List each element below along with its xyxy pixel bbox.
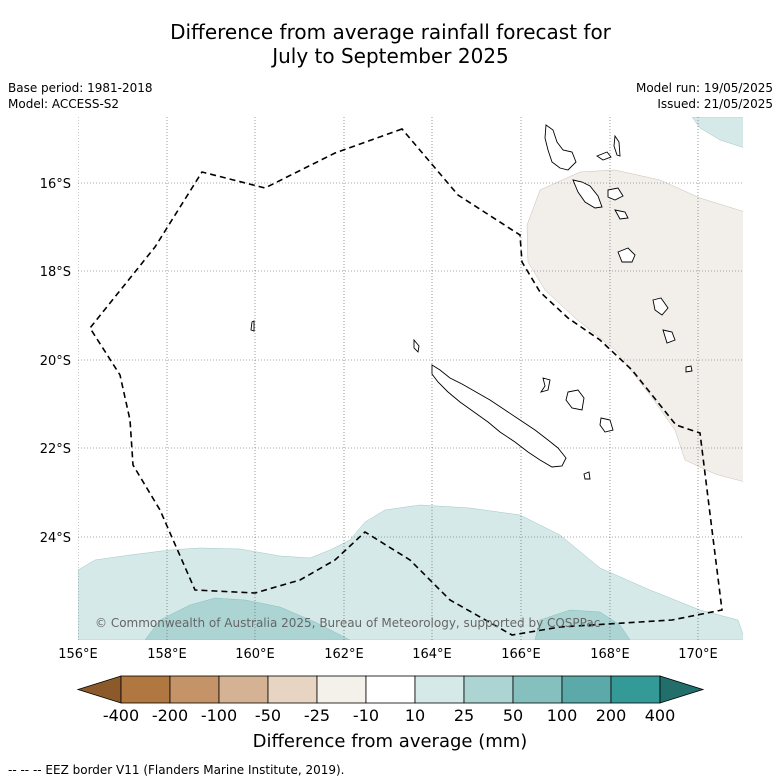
- espiritu-santo-island: [544, 124, 577, 171]
- gridlines: [78, 117, 743, 640]
- colorbar-extend-low: [76, 675, 122, 704]
- colorbar-tick-label: -200: [152, 706, 188, 725]
- chesterfield-islet: [250, 320, 255, 332]
- efate-island: [617, 247, 636, 263]
- aneityum-island: [685, 365, 693, 373]
- lat-label-18s: 18°S: [40, 265, 71, 280]
- meta-left: Base period: 1981-2018 Model: ACCESS-S2: [8, 80, 153, 112]
- colorbar-segment: [512, 675, 563, 704]
- colorbar-segment: [218, 675, 269, 704]
- colorbar-tick-label: 100: [547, 706, 578, 725]
- lat-label-22s: 22°S: [40, 442, 71, 457]
- colorbar-tick-label: 200: [596, 706, 627, 725]
- colorbar-title: Difference from average (mm): [253, 731, 528, 752]
- colorbar-tick-label: -50: [255, 706, 281, 725]
- belep-islands: [413, 338, 420, 353]
- mare-island: [599, 417, 614, 433]
- colorbar-segment: [610, 675, 661, 704]
- lon-label-164e: 164°E: [412, 647, 452, 662]
- eez-border: [89, 128, 723, 636]
- model-run: Model run: 19/05/2025: [635, 81, 773, 95]
- model-name: Model: ACCESS-S2: [8, 97, 120, 111]
- malekula-island: [572, 179, 603, 209]
- lon-label-158e: 158°E: [147, 647, 187, 662]
- wet-anomaly-northeast: [691, 117, 743, 148]
- colorbar-tick-label: 50: [503, 706, 523, 725]
- lon-label-156e: 156°E: [58, 647, 98, 662]
- colorbar-tick-label: -100: [201, 706, 237, 725]
- colorbar-segment: [316, 675, 367, 704]
- base-period: Base period: 1981-2018: [8, 81, 153, 95]
- lon-label-166e: 166°E: [501, 647, 541, 662]
- map-area: © Commonwealth of Australia 2025, Bureau…: [78, 117, 743, 640]
- dry-anomaly-region: [526, 169, 743, 482]
- lon-label-170e: 170°E: [678, 647, 718, 662]
- colorbar-tick-label: 25: [454, 706, 474, 725]
- vanuatu-island-c: [596, 151, 612, 161]
- vanuatu-island-e: [614, 209, 629, 220]
- colorbar-segment: [365, 675, 416, 704]
- colorbar-tick-label: -10: [353, 706, 379, 725]
- meta-right: Model run: 19/05/2025 Issued: 21/05/2025: [636, 80, 773, 112]
- title-line-1: Difference from average rainfall forecas…: [170, 20, 611, 44]
- colorbar-tick-label: -400: [103, 706, 139, 725]
- lat-label-16s: 16°S: [40, 177, 71, 192]
- colorbar-segment: [120, 675, 171, 704]
- issued-date: Issued: 21/05/2025: [657, 97, 773, 111]
- colorbar-segment: [169, 675, 220, 704]
- lon-label-160e: 160°E: [235, 647, 275, 662]
- lon-label-162e: 162°E: [324, 647, 364, 662]
- vanuatu-island-d: [607, 187, 624, 201]
- latitude-labels: 16°S 18°S 20°S 22°S 24°S: [40, 177, 71, 546]
- lon-label-168e: 168°E: [590, 647, 630, 662]
- islands: [250, 124, 693, 480]
- tanna-island: [662, 329, 676, 344]
- vanuatu-island-b: [613, 134, 621, 157]
- colorbar-tick-label: 400: [645, 706, 676, 725]
- colorbar: -400 -200 -100 -50 -25 -10 10 25 50 100 200 400: [76, 675, 705, 725]
- new-caledonia-grande-terre: [431, 364, 567, 468]
- eez-footnote: -- -- -- EEZ border V11 (Flanders Marine…: [8, 763, 345, 777]
- lifou-island: [565, 389, 585, 411]
- longitude-labels: 156°E 158°E 160°E 162°E 164°E 166°E 168°…: [58, 647, 718, 662]
- lat-label-20s: 20°S: [40, 354, 71, 369]
- title-line-2: July to September 2025: [272, 44, 509, 68]
- map-title: Difference from average rainfall forecas…: [0, 20, 781, 68]
- copyright-notice: © Commonwealth of Australia 2025, Bureau…: [95, 616, 600, 630]
- isle-of-pines: [583, 471, 591, 480]
- colorbar-segment: [463, 675, 514, 704]
- wet-anomaly-south-inner-left: [144, 597, 351, 640]
- colorbar-tick-label: 10: [405, 706, 425, 725]
- lat-label-24s: 24°S: [40, 531, 71, 546]
- colorbar-extend-high: [659, 675, 705, 704]
- colorbar-segment: [414, 675, 465, 704]
- erromango-island: [652, 297, 669, 316]
- colorbar-segment: [561, 675, 612, 704]
- colorbar-segment: [267, 675, 318, 704]
- ouvea-island: [539, 377, 551, 393]
- colorbar-tick-label: -25: [304, 706, 330, 725]
